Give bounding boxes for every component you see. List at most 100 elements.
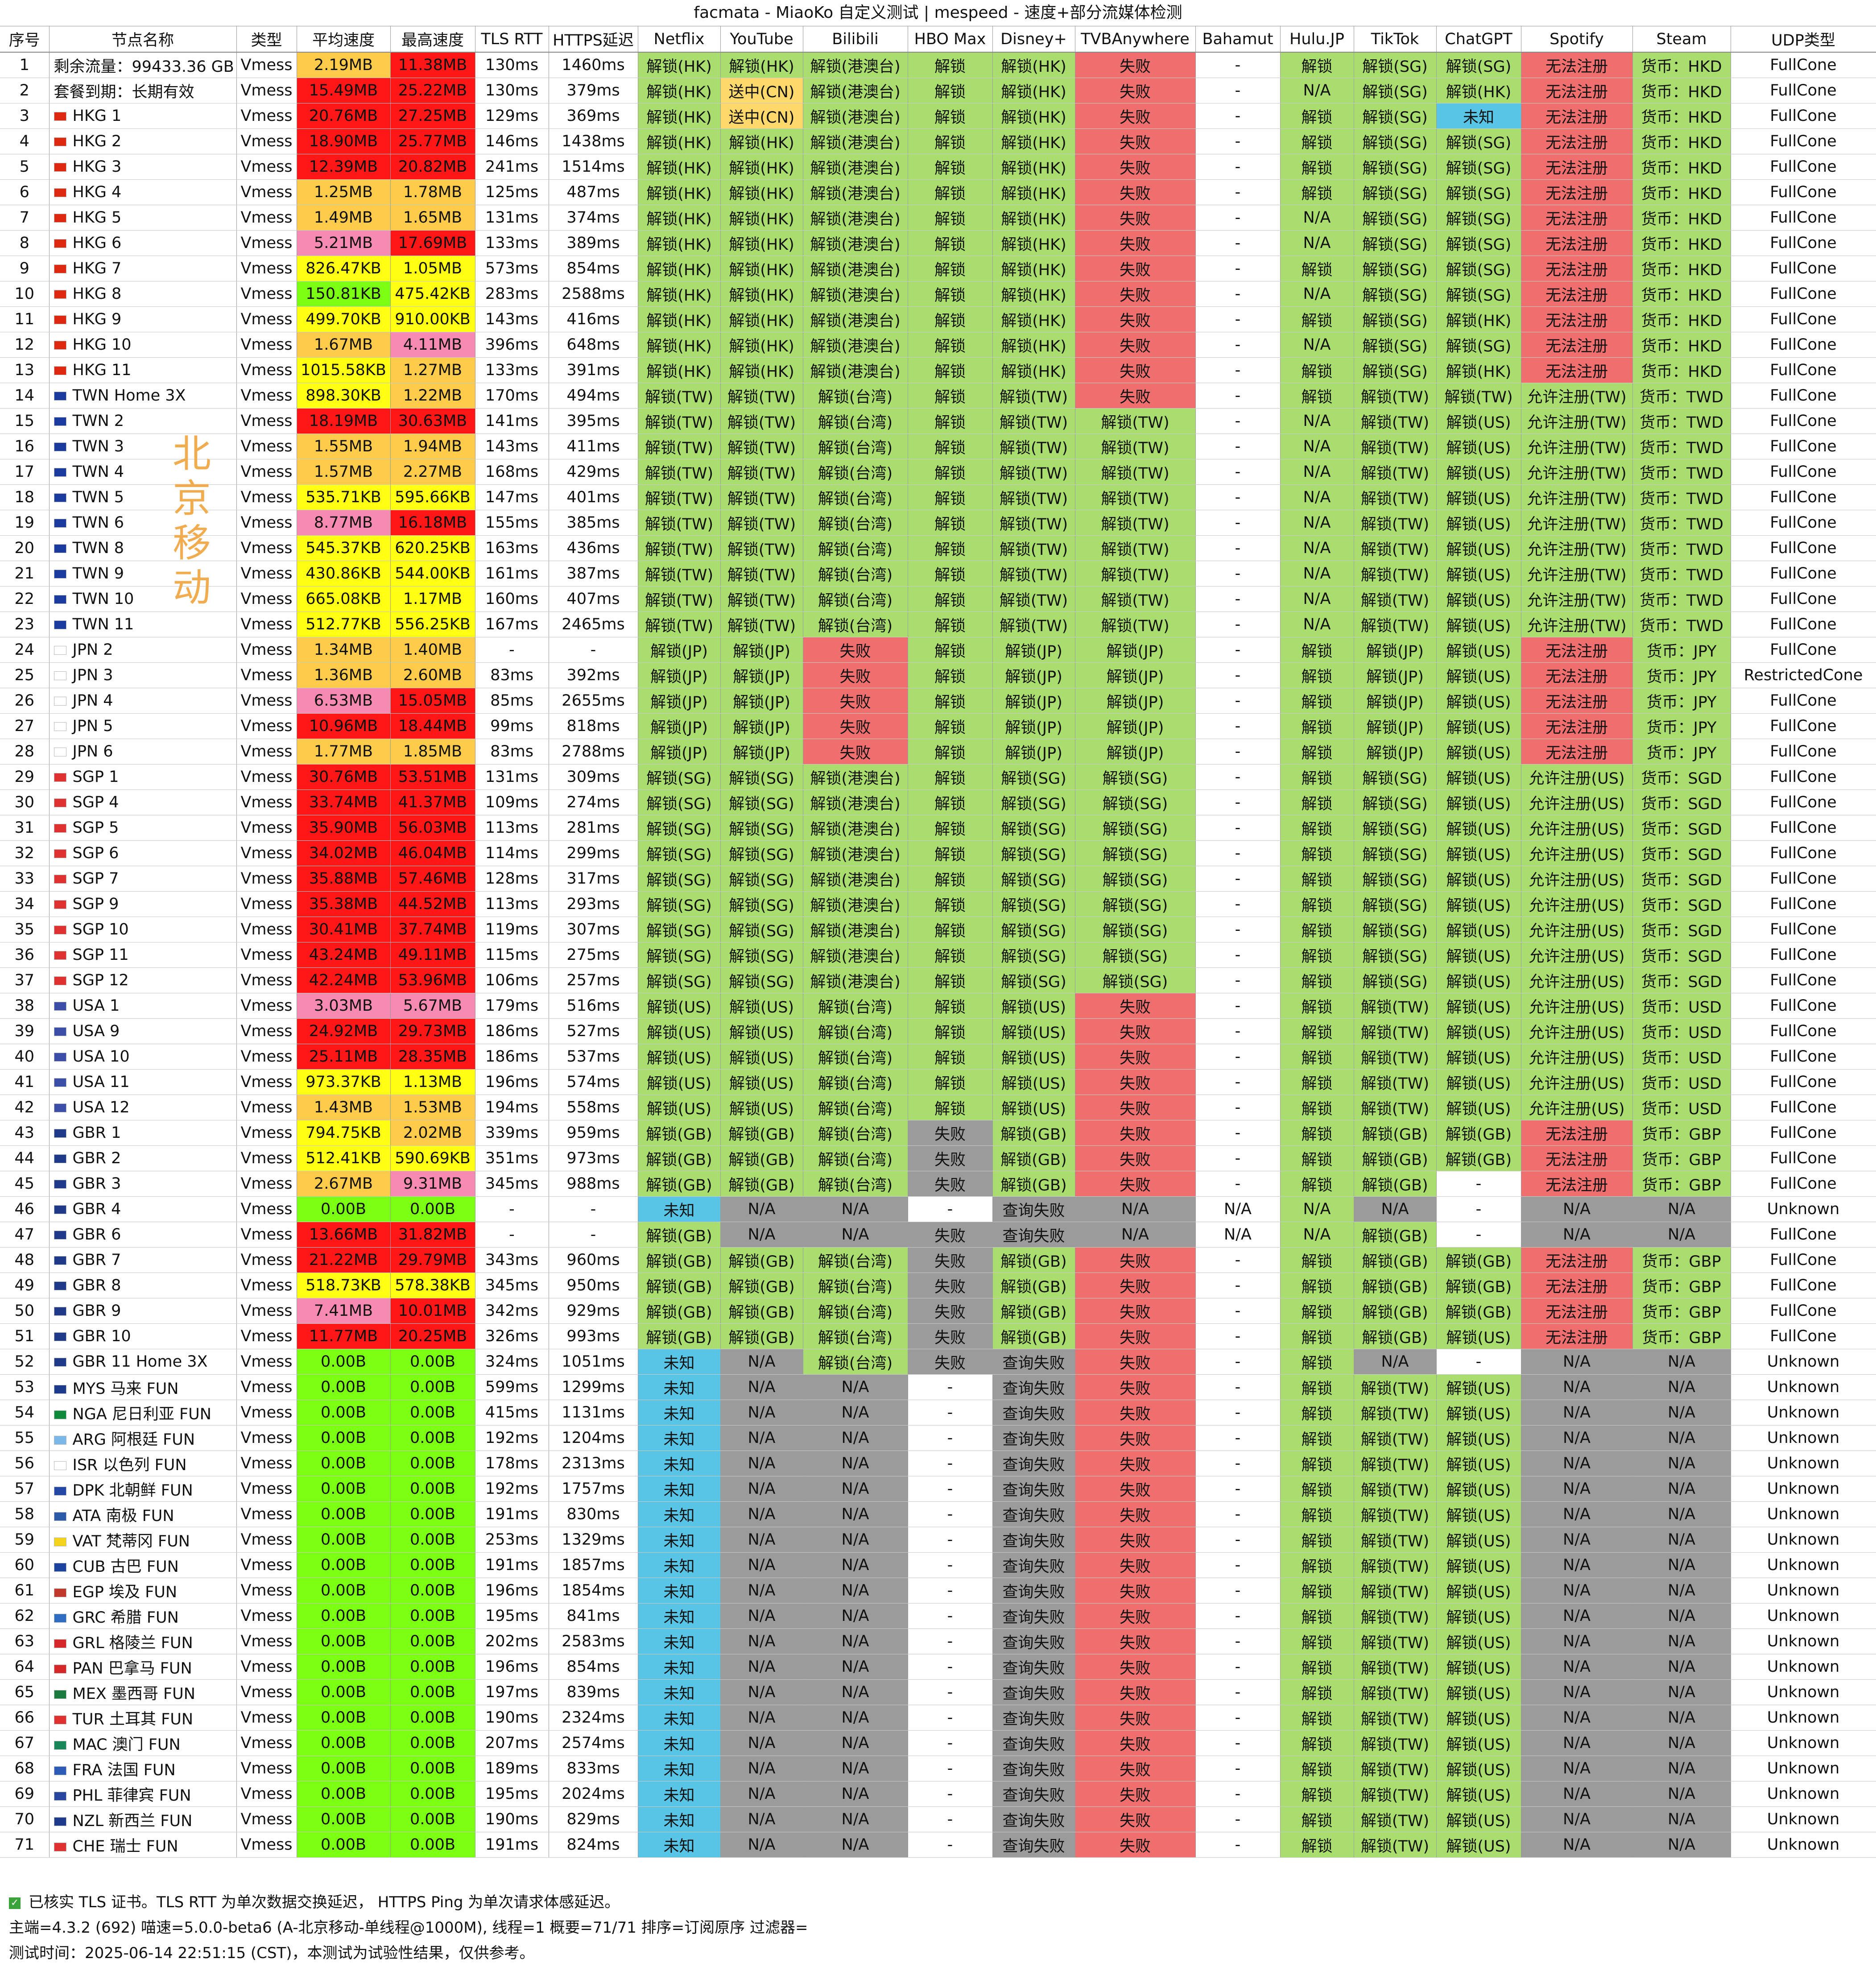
table-row[interactable]: 58 ATA 南极 FUN Vmess 0.00B 0.00B 191ms 830ms 未知 N… bbox=[0, 1501, 1876, 1527]
table-row[interactable]: 35 SGP 10 Vmess 30.41MB 37.74MB 119ms 307ms 解锁(… bbox=[0, 917, 1876, 942]
table-row[interactable]: 66 TUR 土耳其 FUN Vmess 0.00B 0.00B 190ms 2324ms 未… bbox=[0, 1705, 1876, 1731]
column-header[interactable]: HBO Max bbox=[908, 26, 993, 53]
table-row[interactable]: 48 GBR 7 Vmess 21.22MB 29.79MB 343ms 960ms 解锁(G… bbox=[0, 1247, 1876, 1273]
column-header[interactable]: HTTPS延迟 bbox=[549, 26, 638, 53]
table-row[interactable]: 38 USA 1 Vmess 3.03MB 5.67MB 179ms 516ms 解锁(US)… bbox=[0, 993, 1876, 1019]
table-row[interactable]: 6 HKG 4 Vmess 1.25MB 1.78MB 125ms 487ms 解锁(HK) 解… bbox=[0, 179, 1876, 205]
table-row[interactable]: 23 TWN 11 Vmess 512.77KB 556.25KB 167ms 2465ms… bbox=[0, 612, 1876, 637]
table-row[interactable]: 15 TWN 2 Vmess 18.19MB 30.63MB 141ms 395ms 解锁(T… bbox=[0, 408, 1876, 434]
table-row[interactable]: 31 SGP 5 Vmess 35.90MB 56.03MB 113ms 281ms 解锁(S… bbox=[0, 815, 1876, 841]
cell-spotify: 允许注册(TW) bbox=[1521, 434, 1633, 459]
cell-: 0.00B bbox=[390, 1450, 475, 1476]
column-header[interactable]: TikTok bbox=[1354, 26, 1437, 53]
table-row[interactable]: 33 SGP 7 Vmess 35.88MB 57.46MB 128ms 317ms 解锁(S… bbox=[0, 866, 1876, 892]
table-row[interactable]: 54 NGA 尼日利亚 FUN Vmess 0.00B 0.00B 415ms 1131ms… bbox=[0, 1400, 1876, 1426]
table-row[interactable]: 62 GRC 希腊 FUN Vmess 0.00B 0.00B 195ms 841ms 未知 N… bbox=[0, 1603, 1876, 1629]
table-row[interactable]: 47 GBR 6 Vmess 13.66MB 31.82MB - - 解锁(GB) N/A N/A… bbox=[0, 1222, 1876, 1248]
table-row[interactable]: 56 ISR 以色列 FUN Vmess 0.00B 0.00B 178ms 2313ms 未… bbox=[0, 1450, 1876, 1476]
cell-hulu-jp: 解锁 bbox=[1280, 306, 1354, 332]
cell-youtube: 解锁(HK) bbox=[720, 52, 803, 78]
table-row[interactable]: 68 FRA 法国 FUN Vmess 0.00B 0.00B 189ms 833ms 未知 N… bbox=[0, 1756, 1876, 1781]
table-row[interactable]: 14 TWN Home 3X Vmess 898.30KB 1.22MB 170ms 494… bbox=[0, 383, 1876, 409]
table-row[interactable]: 59 VAT 梵蒂冈 FUN Vmess 0.00B 0.00B 253ms 1329ms 未… bbox=[0, 1527, 1876, 1553]
column-header[interactable]: 类型 bbox=[236, 26, 297, 53]
table-row[interactable]: 61 EGP 埃及 FUN Vmess 0.00B 0.00B 196ms 1854ms 未知… bbox=[0, 1578, 1876, 1603]
column-header[interactable]: 节点名称 bbox=[49, 26, 237, 53]
column-header[interactable]: Disney+ bbox=[992, 26, 1075, 53]
cell-udp: FullCone bbox=[1731, 1247, 1876, 1273]
column-header[interactable]: 序号 bbox=[0, 26, 50, 53]
table-row[interactable]: 43 GBR 1 Vmess 794.75KB 2.02MB 339ms 959ms 解锁(G… bbox=[0, 1120, 1876, 1146]
table-row[interactable]: 32 SGP 6 Vmess 34.02MB 46.04MB 114ms 299ms 解锁(S… bbox=[0, 840, 1876, 866]
table-row[interactable]: 39 USA 9 Vmess 24.92MB 29.73MB 186ms 527ms 解锁(U… bbox=[0, 1018, 1876, 1044]
table-row[interactable]: 21 TWN 9 Vmess 430.86KB 544.00KB 161ms 387ms 解锁… bbox=[0, 561, 1876, 587]
table-row[interactable]: 25 JPN 3 Vmess 1.36MB 2.60MB 83ms 392ms 解锁(JP) 解… bbox=[0, 662, 1876, 688]
table-row[interactable]: 45 GBR 3 Vmess 2.67MB 9.31MB 345ms 988ms 解锁(GB)… bbox=[0, 1171, 1876, 1197]
table-row[interactable]: 18 TWN 5 Vmess 535.71KB 595.66KB 147ms 401ms 解锁… bbox=[0, 484, 1876, 510]
table-row[interactable]: 3 HKG 1 Vmess 20.76MB 27.25MB 129ms 369ms 解锁(HK… bbox=[0, 103, 1876, 129]
column-header[interactable]: Hulu.JP bbox=[1280, 26, 1354, 53]
column-header[interactable]: Netflix bbox=[638, 26, 721, 53]
table-row[interactable]: 13 HKG 11 Vmess 1015.58KB 1.27MB 133ms 391ms 解锁… bbox=[0, 357, 1876, 383]
table-row[interactable]: 37 SGP 12 Vmess 42.24MB 53.96MB 106ms 257ms 解锁(… bbox=[0, 967, 1876, 993]
cell-: 46.04MB bbox=[390, 840, 475, 866]
table-row[interactable]: 49 GBR 8 Vmess 518.73KB 578.38KB 345ms 950ms 解锁… bbox=[0, 1273, 1876, 1298]
table-row[interactable]: 30 SGP 4 Vmess 33.74MB 41.37MB 109ms 274ms 解锁(S… bbox=[0, 789, 1876, 815]
table-row[interactable]: 55 ARG 阿根廷 FUN Vmess 0.00B 0.00B 192ms 1204ms 未… bbox=[0, 1425, 1876, 1451]
table-row[interactable]: 41 USA 11 Vmess 973.37KB 1.13MB 196ms 574ms 解锁(… bbox=[0, 1069, 1876, 1095]
column-header[interactable]: Steam bbox=[1632, 26, 1731, 53]
table-row[interactable]: 17 TWN 4 Vmess 1.57MB 2.27MB 168ms 429ms 解锁(TW)… bbox=[0, 459, 1876, 485]
table-row[interactable]: 34 SGP 9 Vmess 35.38MB 44.52MB 113ms 293ms 解锁(S… bbox=[0, 891, 1876, 917]
table-row[interactable]: 7 HKG 5 Vmess 1.49MB 1.65MB 131ms 374ms 解锁(HK) 解… bbox=[0, 205, 1876, 231]
table-row[interactable]: 64 PAN 巴拿马 FUN Vmess 0.00B 0.00B 196ms 854ms 未知… bbox=[0, 1654, 1876, 1680]
table-row[interactable]: 8 HKG 6 Vmess 5.21MB 17.69MB 133ms 389ms 解锁(HK)… bbox=[0, 230, 1876, 256]
table-row[interactable]: 50 GBR 9 Vmess 7.41MB 10.01MB 342ms 929ms 解锁(GB… bbox=[0, 1298, 1876, 1324]
table-row[interactable]: 9 HKG 7 Vmess 826.47KB 1.05MB 573ms 854ms 解锁(HK… bbox=[0, 256, 1876, 281]
table-row[interactable]: 52 GBR 11 Home 3X Vmess 0.00B 0.00B 324ms 1051… bbox=[0, 1349, 1876, 1375]
table-row[interactable]: 63 GRL 格陵兰 FUN Vmess 0.00B 0.00B 202ms 2583ms 未… bbox=[0, 1628, 1876, 1654]
table-row[interactable]: 19 TWN 6 Vmess 8.77MB 16.18MB 155ms 385ms 解锁(TW… bbox=[0, 510, 1876, 536]
cell-udp: Unknown bbox=[1731, 1705, 1876, 1731]
table-row[interactable]: 1 剩余流量：99433.36 GB Vmess 2.19MB 11.38MB 130ms… bbox=[0, 52, 1876, 78]
table-row[interactable]: 16 TWN 3 Vmess 1.55MB 1.94MB 143ms 411ms 解锁(TW)… bbox=[0, 434, 1876, 459]
table-row[interactable]: 69 PHL 菲律宾 FUN Vmess 0.00B 0.00B 195ms 2024ms 未… bbox=[0, 1781, 1876, 1807]
table-row[interactable]: 67 MAC 澳门 FUN Vmess 0.00B 0.00B 207ms 2574ms 未知… bbox=[0, 1730, 1876, 1756]
table-row[interactable]: 42 USA 12 Vmess 1.43MB 1.53MB 194ms 558ms 解锁(US… bbox=[0, 1095, 1876, 1120]
table-row[interactable]: 60 CUB 古巴 FUN Vmess 0.00B 0.00B 191ms 1857ms 未知… bbox=[0, 1552, 1876, 1578]
table-row[interactable]: 29 SGP 1 Vmess 30.76MB 53.51MB 131ms 309ms 解锁(S… bbox=[0, 764, 1876, 790]
column-header[interactable]: TVBAnywhere bbox=[1075, 26, 1196, 53]
column-header[interactable]: 最高速度 bbox=[390, 26, 475, 53]
cell-netflix: 解锁(GB) bbox=[638, 1298, 721, 1324]
column-header[interactable]: ChatGPT bbox=[1436, 26, 1521, 53]
table-row[interactable]: 53 MYS 马来 FUN Vmess 0.00B 0.00B 599ms 1299ms 未知… bbox=[0, 1374, 1876, 1400]
cell-chatgpt: 解锁(SG) bbox=[1436, 281, 1521, 307]
table-row[interactable]: 24 JPN 2 Vmess 1.34MB 1.40MB - - 解锁(JP) 解锁(JP) 失败… bbox=[0, 637, 1876, 663]
table-row[interactable]: 28 JPN 6 Vmess 1.77MB 1.85MB 83ms 2788ms 解锁(JP)… bbox=[0, 739, 1876, 764]
table-row[interactable]: 65 MEX 墨西哥 FUN Vmess 0.00B 0.00B 197ms 839ms 未知… bbox=[0, 1679, 1876, 1705]
table-row[interactable]: 10 HKG 8 Vmess 150.81KB 475.42KB 283ms 2588ms 解… bbox=[0, 281, 1876, 307]
column-header[interactable]: 平均速度 bbox=[297, 26, 391, 53]
table-row[interactable]: 2 套餐到期：长期有效 Vmess 15.49MB 25.22MB 130ms 379ms 解… bbox=[0, 78, 1876, 103]
table-row[interactable]: 71 CHE 瑞士 FUN Vmess 0.00B 0.00B 191ms 824ms 未知 N… bbox=[0, 1832, 1876, 1858]
table-row[interactable]: 12 HKG 10 Vmess 1.67MB 4.11MB 396ms 648ms 解锁(HK… bbox=[0, 332, 1876, 358]
column-header[interactable]: Bilibili bbox=[803, 26, 908, 53]
table-row[interactable]: 11 HKG 9 Vmess 499.70KB 910.00KB 143ms 416ms 解锁… bbox=[0, 306, 1876, 332]
column-header[interactable]: UDP类型 bbox=[1731, 26, 1876, 53]
table-row[interactable]: 70 NZL 新西兰 FUN Vmess 0.00B 0.00B 190ms 829ms 未知… bbox=[0, 1806, 1876, 1832]
table-row[interactable]: 4 HKG 2 Vmess 18.90MB 25.77MB 146ms 1438ms 解锁(H… bbox=[0, 128, 1876, 154]
table-row[interactable]: 44 GBR 2 Vmess 512.41KB 590.69KB 351ms 973ms 解锁… bbox=[0, 1145, 1876, 1171]
column-header[interactable]: Bahamut bbox=[1195, 26, 1281, 53]
table-row[interactable]: 51 GBR 10 Vmess 11.77MB 20.25MB 326ms 993ms 解锁(… bbox=[0, 1323, 1876, 1349]
column-header[interactable]: YouTube bbox=[720, 26, 803, 53]
table-row[interactable]: 20 TWN 8 Vmess 545.37KB 620.25KB 163ms 436ms 解锁… bbox=[0, 535, 1876, 561]
table-row[interactable]: 46 GBR 4 Vmess 0.00B 0.00B - - 未知 N/A N/A - 查询失败 N/A… bbox=[0, 1196, 1876, 1222]
table-row[interactable]: 22 TWN 10 Vmess 665.08KB 1.17MB 160ms 407ms 解锁(… bbox=[0, 586, 1876, 612]
column-header[interactable]: Spotify bbox=[1521, 26, 1633, 53]
table-row[interactable]: 36 SGP 11 Vmess 43.24MB 49.11MB 115ms 275ms 解锁(… bbox=[0, 942, 1876, 968]
table-row[interactable]: 26 JPN 4 Vmess 6.53MB 15.05MB 85ms 2655ms 解锁(JP… bbox=[0, 688, 1876, 714]
column-header[interactable]: TLS RTT bbox=[475, 26, 549, 53]
table-row[interactable]: 57 DPK 北朝鲜 FUN Vmess 0.00B 0.00B 192ms 1757ms 未… bbox=[0, 1476, 1876, 1502]
table-row[interactable]: 40 USA 10 Vmess 25.11MB 28.35MB 186ms 537ms 解锁(… bbox=[0, 1044, 1876, 1070]
table-row[interactable]: 5 HKG 3 Vmess 12.39MB 20.82MB 241ms 1514ms 解锁(H… bbox=[0, 154, 1876, 180]
table-row[interactable]: 27 JPN 5 Vmess 10.96MB 18.44MB 99ms 818ms 解锁(JP… bbox=[0, 713, 1876, 739]
